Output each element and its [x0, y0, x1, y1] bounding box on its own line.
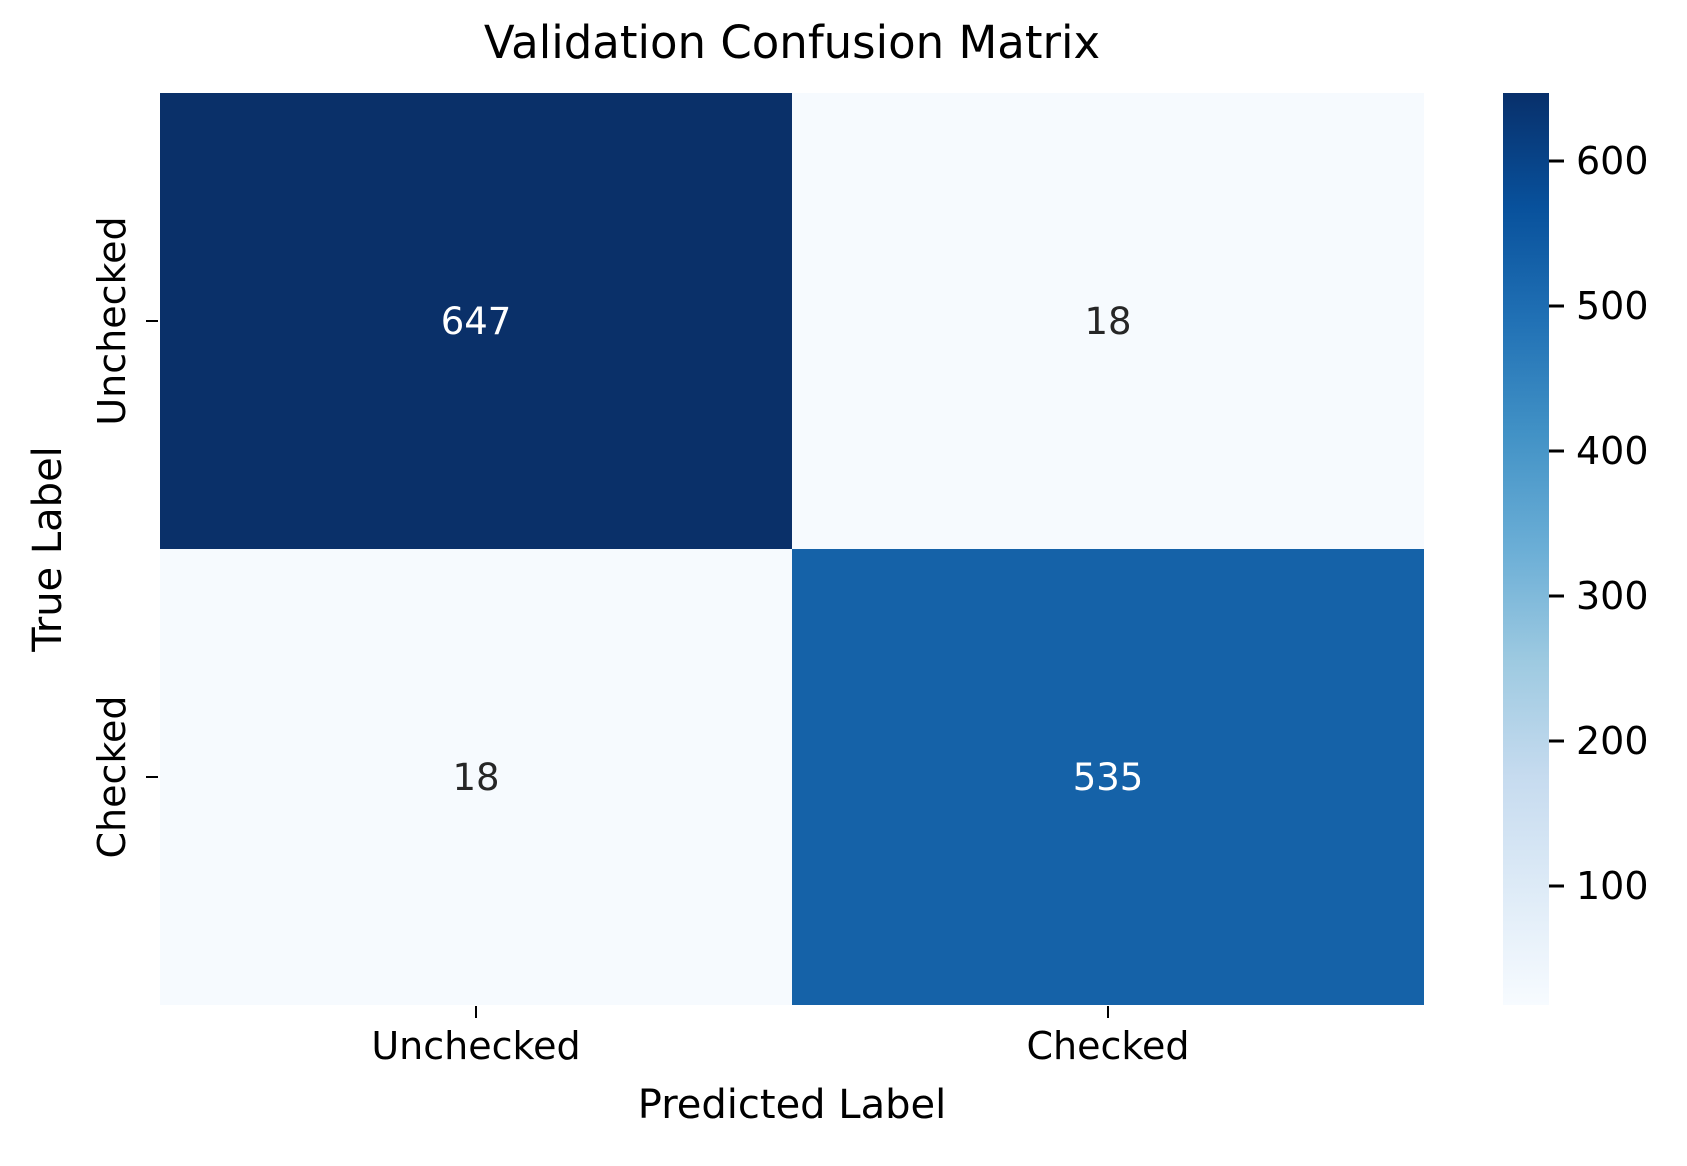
- y-tick-mark-unchecked: [146, 320, 158, 322]
- colorbar-tick-label-200: 200: [1576, 719, 1649, 764]
- chart-title: Validation Confusion Matrix: [483, 16, 1101, 69]
- cell-annotation: 535: [1072, 755, 1144, 799]
- colorbar-tick-mark-200: [1549, 739, 1564, 743]
- matrix-cell-true-checked-pred-checked: 535: [792, 549, 1424, 1005]
- y-tick-label-unchecked: Unchecked: [90, 216, 134, 426]
- colorbar-tick-label-400: 400: [1576, 429, 1649, 474]
- x-tick-label-checked: Checked: [1026, 1024, 1190, 1068]
- matrix-cell-true-checked-pred-unchecked: 18: [160, 549, 792, 1005]
- matrix-cell-true-unchecked-pred-checked: 18: [792, 93, 1424, 549]
- y-tick-label-checked: Checked: [90, 695, 134, 859]
- y-axis-label: True Label: [25, 446, 71, 652]
- cell-annotation: 18: [452, 755, 500, 799]
- colorbar-tick-label-300: 300: [1576, 574, 1649, 619]
- matrix-cell-true-unchecked-pred-unchecked: 647: [160, 93, 792, 549]
- colorbar-tick-mark-500: [1549, 304, 1564, 308]
- y-tick-mark-checked: [146, 776, 158, 778]
- cell-annotation: 647: [440, 299, 512, 343]
- x-tick-mark-checked: [1107, 1006, 1109, 1018]
- colorbar-tick-label-600: 600: [1576, 139, 1649, 184]
- x-tick-label-unchecked: Unchecked: [371, 1024, 581, 1068]
- x-axis-label: Predicted Label: [637, 1082, 947, 1128]
- colorbar-tick-label-100: 100: [1576, 864, 1649, 909]
- heatmap-grid: 647 18 18 535: [160, 93, 1424, 1005]
- x-tick-mark-unchecked: [475, 1006, 477, 1018]
- colorbar: [1503, 93, 1549, 1005]
- colorbar-tick-mark-600: [1549, 159, 1564, 163]
- cell-annotation: 18: [1084, 299, 1132, 343]
- colorbar-tick-mark-300: [1549, 594, 1564, 598]
- colorbar-ticks: 100 200 300 400 500 600: [1549, 93, 1679, 1005]
- colorbar-tick-label-500: 500: [1576, 284, 1649, 329]
- colorbar-tick-mark-400: [1549, 449, 1564, 453]
- colorbar-tick-mark-100: [1549, 884, 1564, 888]
